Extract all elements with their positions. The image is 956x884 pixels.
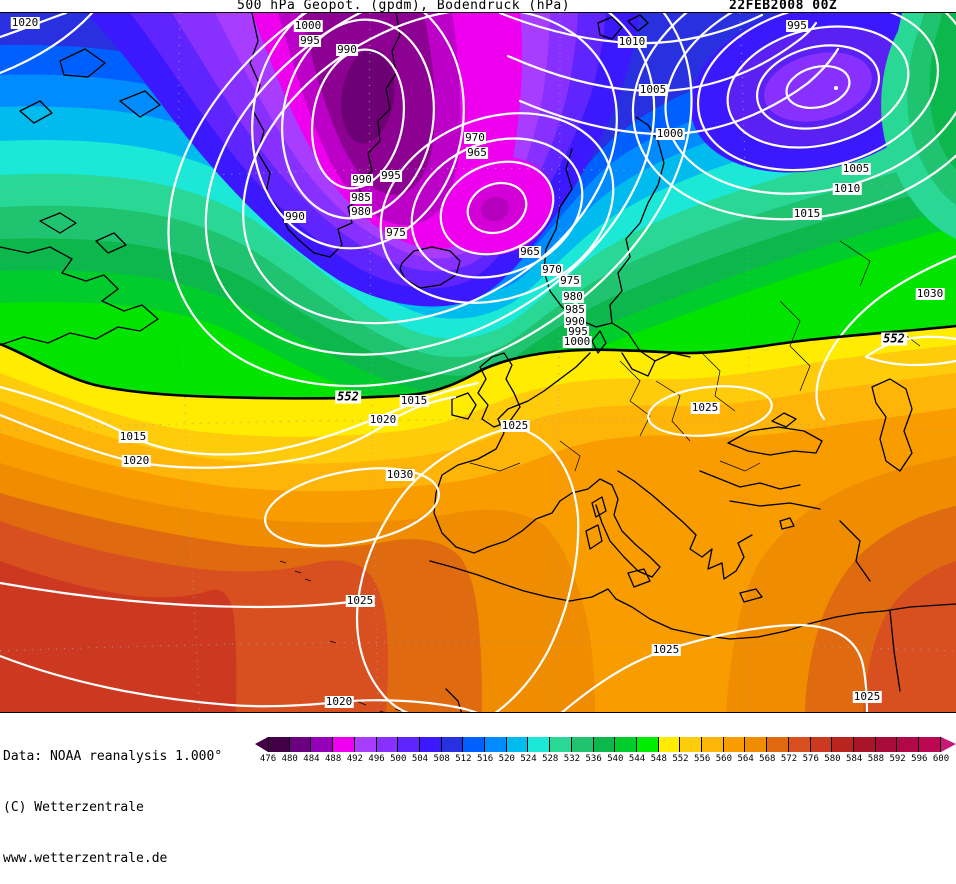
colorbar-tick: 592 xyxy=(889,754,906,764)
svalbard-coast xyxy=(597,14,649,40)
colorbar-cell xyxy=(593,737,616,752)
credits: Data: NOAA reanalysis 1.000° (C) Wetterz… xyxy=(3,714,222,884)
colorbar-cell xyxy=(441,737,464,752)
colorbar-tick: 508 xyxy=(433,754,450,764)
colorbar-tick: 496 xyxy=(368,754,385,764)
colorbar-cell xyxy=(767,737,789,752)
europe-coast xyxy=(433,352,661,578)
colorbar-tick: 588 xyxy=(867,754,884,764)
scandinavia-coast xyxy=(543,116,665,328)
colorbar-left-arrow-icon xyxy=(255,737,268,752)
colorbar-tick: 544 xyxy=(628,754,646,764)
colorbar-cell xyxy=(615,737,637,752)
credit-website: www.wetterzentrale.de xyxy=(3,851,168,866)
colorbar-cell xyxy=(680,737,703,752)
colorbar-cell xyxy=(658,737,681,752)
crimea xyxy=(771,412,797,428)
colorbar-tick: 476 xyxy=(259,754,277,764)
colorbar-tick: 524 xyxy=(520,754,537,764)
colorbar-cell xyxy=(528,737,551,752)
colorbar-cell xyxy=(289,737,312,752)
colorbar-cell xyxy=(550,737,572,752)
colorbar-cell xyxy=(810,737,833,752)
graticule xyxy=(0,13,956,712)
colorbar-cell xyxy=(702,737,724,752)
colorbar-tick: 560 xyxy=(715,754,733,764)
map-title: 500 hPa Geopot. (gpdm), Bodendruck (hPa) xyxy=(237,0,571,13)
colorbar-tick: 488 xyxy=(324,754,342,764)
caspian-sea xyxy=(871,378,913,472)
low-center-dot xyxy=(834,86,838,90)
weather-map: 1020 1000 995 990 1010 995 1005 1000 970 965 1005 1… xyxy=(0,12,956,713)
colorbar-cell xyxy=(398,737,420,752)
colorbar-right-arrow-icon xyxy=(941,737,956,752)
colorbar-tick: 480 xyxy=(281,754,298,764)
colorbar-cell xyxy=(788,737,811,752)
colorbar-tick: 512 xyxy=(455,754,472,764)
colorbar-cell xyxy=(853,737,876,752)
arctic-islands xyxy=(19,48,161,254)
colorbar-tick: 596 xyxy=(911,754,928,764)
geopotential-fill-field xyxy=(0,13,956,712)
colorbar-tick: 552 xyxy=(672,754,689,764)
colorbar-cell xyxy=(485,737,507,752)
weather-map-svg xyxy=(0,13,956,712)
colorbar-tick: 564 xyxy=(737,754,754,764)
colorbar-cell xyxy=(875,737,898,752)
colorbar-cell xyxy=(723,737,746,752)
colorbar-cell xyxy=(354,737,377,752)
colorbar-cell xyxy=(636,737,659,752)
colorbar-cell xyxy=(571,737,594,752)
colorbar-cell xyxy=(919,737,941,752)
africa-north-coast xyxy=(429,560,956,640)
thickness-552-line xyxy=(0,324,956,400)
colorbar-tick: 500 xyxy=(390,754,407,764)
anatolia-south-coast xyxy=(729,500,821,603)
colorbar-cells xyxy=(268,737,941,752)
colorbar-tick: 600 xyxy=(932,754,950,764)
colorbar-cell xyxy=(333,737,355,752)
title-bar: 500 hPa Geopot. (gpdm), Bodendruck (hPa)… xyxy=(0,0,956,13)
colorbar-tick: 520 xyxy=(498,754,515,764)
balkan-coast xyxy=(617,470,753,580)
ireland-coast xyxy=(451,392,477,420)
colorbar-tick: 484 xyxy=(303,754,320,764)
colorbar-cell xyxy=(311,737,334,752)
colorbar-cell xyxy=(463,737,486,752)
colorbar-tick: 548 xyxy=(650,754,667,764)
colorbar-tick: 576 xyxy=(802,754,819,764)
country-borders xyxy=(279,240,921,712)
colorbar-tick: 528 xyxy=(542,754,559,764)
colorbar-tick: 572 xyxy=(780,754,798,764)
colorbar-tick: 532 xyxy=(563,754,581,764)
colorbar-cell xyxy=(268,737,290,752)
black-sea xyxy=(727,426,823,456)
anatolia-north-coast xyxy=(699,470,801,490)
colorbar-tick: 504 xyxy=(411,754,429,764)
colorbar-tick: 516 xyxy=(476,754,494,764)
colorbar-tick: 568 xyxy=(759,754,776,764)
labrador-coast xyxy=(0,246,159,346)
map-datetime: 22FEB2008 00Z xyxy=(729,0,838,13)
colorbar-tick: 556 xyxy=(694,754,711,764)
med-islands xyxy=(585,496,651,588)
colorbar-cell xyxy=(376,737,399,752)
colorbar-tick: 492 xyxy=(346,754,363,764)
colorbar-cell xyxy=(897,737,920,752)
coastlines xyxy=(0,13,956,712)
colorbar-cell xyxy=(832,737,854,752)
colorbar-cell xyxy=(419,737,442,752)
colorbar-cell xyxy=(745,737,768,752)
colorbar-tick: 536 xyxy=(585,754,602,764)
credit-data-source: Data: NOAA reanalysis 1.000° xyxy=(3,749,223,764)
colorbar-tick: 540 xyxy=(607,754,624,764)
misc-coast xyxy=(445,520,901,712)
colorbar-cell xyxy=(506,737,529,752)
colorbar-tick: 584 xyxy=(846,754,863,764)
colorbar-tick: 580 xyxy=(824,754,841,764)
colorbar: 476 480 484 488 492 496 500 504 508 512 516 520 524 5… xyxy=(255,737,956,767)
credit-copyright: (C) Wetterzentrale xyxy=(3,800,144,815)
greenland-coast xyxy=(249,13,401,258)
